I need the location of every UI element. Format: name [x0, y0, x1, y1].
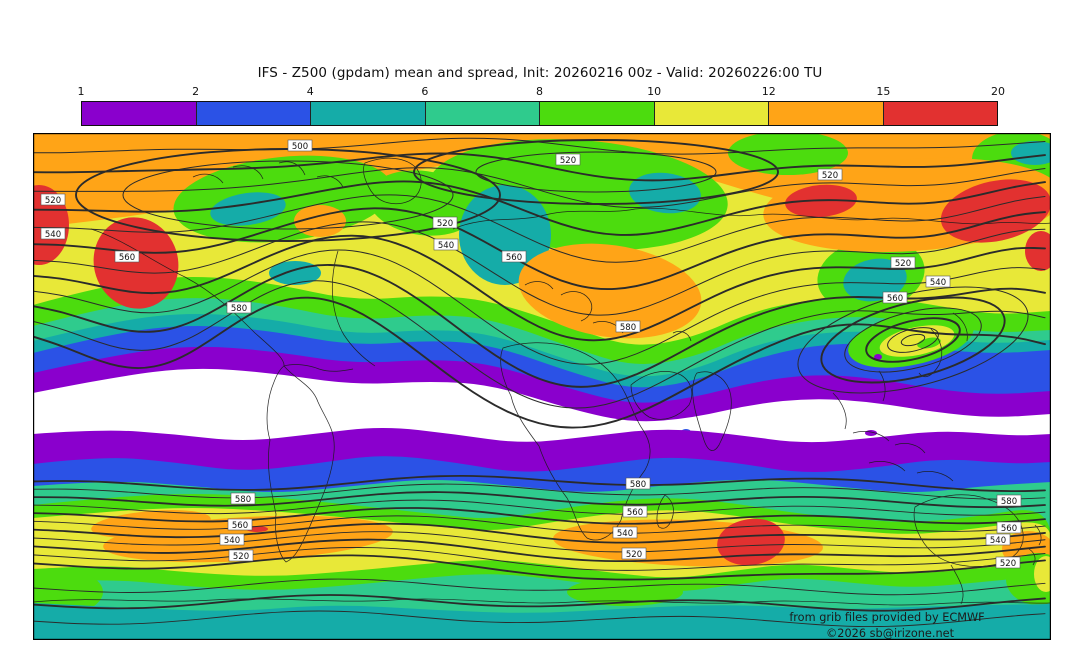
- colorbar-tick: 8: [536, 85, 543, 98]
- svg-text:560: 560: [119, 253, 135, 263]
- contour-label: 580: [226, 301, 252, 314]
- contour-label: 560: [227, 518, 253, 531]
- chart-title: IFS - Z500 (gpdam) mean and spread, Init…: [257, 65, 823, 81]
- svg-text:580: 580: [231, 304, 247, 314]
- colorbar-tick: 6: [421, 85, 429, 98]
- contour-label: 520: [432, 216, 458, 229]
- svg-text:560: 560: [232, 521, 248, 531]
- coastline-layer: [33, 157, 1051, 606]
- svg-text:540: 540: [438, 241, 454, 251]
- contour-label: 520: [621, 547, 647, 560]
- contour-label: 560: [501, 250, 527, 263]
- contour-label: 520: [890, 256, 916, 269]
- attribution-line2: ©2026 sb@irizone.net: [826, 627, 955, 640]
- svg-text:520: 520: [895, 259, 911, 269]
- svg-text:560: 560: [887, 294, 903, 304]
- svg-text:580: 580: [235, 495, 251, 505]
- map-container: 500 520 520 540 560 520 540 560 520 520 540 560 580 5…: [33, 133, 1051, 640]
- attribution-line1: from grib files provided by ECMWF: [789, 611, 984, 624]
- colorbar-segment: [540, 102, 655, 125]
- contour-label: 560: [114, 250, 140, 263]
- contour-label: 580: [996, 494, 1022, 507]
- colorbar-segment: [769, 102, 884, 125]
- contour-layer: [33, 137, 1046, 628]
- contour-label: 520: [995, 556, 1021, 569]
- svg-text:520: 520: [822, 171, 838, 181]
- contour-label: 540: [40, 227, 66, 240]
- colorbar-tick: 1: [77, 85, 85, 98]
- svg-text:580: 580: [630, 480, 646, 490]
- svg-text:520: 520: [233, 552, 249, 562]
- svg-text:520: 520: [45, 196, 61, 206]
- svg-text:520: 520: [1000, 559, 1016, 569]
- colorbar-tick: 4: [306, 85, 314, 98]
- colorbar-tick: 2: [192, 85, 200, 98]
- contour-label: 500: [287, 139, 313, 152]
- svg-text:560: 560: [627, 508, 643, 518]
- contour-label: 520: [817, 168, 843, 181]
- svg-text:500: 500: [292, 142, 308, 152]
- contour-label: 540: [985, 533, 1011, 546]
- attribution: from grib files provided by ECMWF ©2026 s…: [789, 611, 984, 640]
- weather-map-plot: 500 520 520 540 560 520 540 560 520 520 540 560 580 5…: [33, 133, 1051, 640]
- colorbar-segment: [82, 102, 197, 125]
- svg-text:560: 560: [506, 253, 522, 263]
- svg-text:520: 520: [437, 219, 453, 229]
- svg-text:560: 560: [1001, 524, 1017, 534]
- contour-label: 520: [40, 193, 66, 206]
- colorbar-tick: 10: [647, 85, 662, 98]
- svg-text:520: 520: [560, 156, 576, 166]
- svg-text:580: 580: [620, 323, 636, 333]
- contour-label: 540: [612, 526, 638, 539]
- colorbar-ticks: 1 2 4 6 8 10 12 15 20: [77, 85, 1006, 99]
- colorbar-tick: 12: [761, 85, 776, 98]
- contour-label-layer: 500 520 520 540 560 520 540 560 520 520 540 560 580 5…: [40, 139, 1022, 569]
- contour-label: 580: [230, 492, 256, 505]
- svg-text:540: 540: [930, 278, 946, 288]
- colorbar-segment: [196, 102, 311, 125]
- svg-text:540: 540: [45, 230, 61, 240]
- contour-label: 580: [615, 320, 641, 333]
- contour-label: 540: [433, 238, 459, 251]
- spread-fill-layer: [33, 133, 1051, 640]
- colorbar-segment: [425, 102, 540, 125]
- svg-text:540: 540: [224, 536, 240, 546]
- colorbar-tick: 15: [876, 85, 891, 98]
- contour-label: 560: [622, 505, 648, 518]
- contour-label: 560: [996, 521, 1022, 534]
- contour-label: 540: [925, 275, 951, 288]
- colorbar: [81, 101, 998, 126]
- contour-label: 560: [882, 291, 908, 304]
- svg-text:540: 540: [990, 536, 1006, 546]
- contour-label: 540: [219, 533, 245, 546]
- svg-text:520: 520: [626, 550, 642, 560]
- colorbar-segment: [654, 102, 769, 125]
- map-border: [33, 133, 1051, 640]
- colorbar-segment: [883, 102, 997, 125]
- contour-label: 580: [625, 477, 651, 490]
- contour-label: 520: [228, 549, 254, 562]
- contour-label: 520: [555, 153, 581, 166]
- svg-text:580: 580: [1001, 497, 1017, 507]
- colorbar-segment: [311, 102, 426, 125]
- svg-text:540: 540: [617, 529, 633, 539]
- colorbar-tick: 20: [991, 85, 1005, 98]
